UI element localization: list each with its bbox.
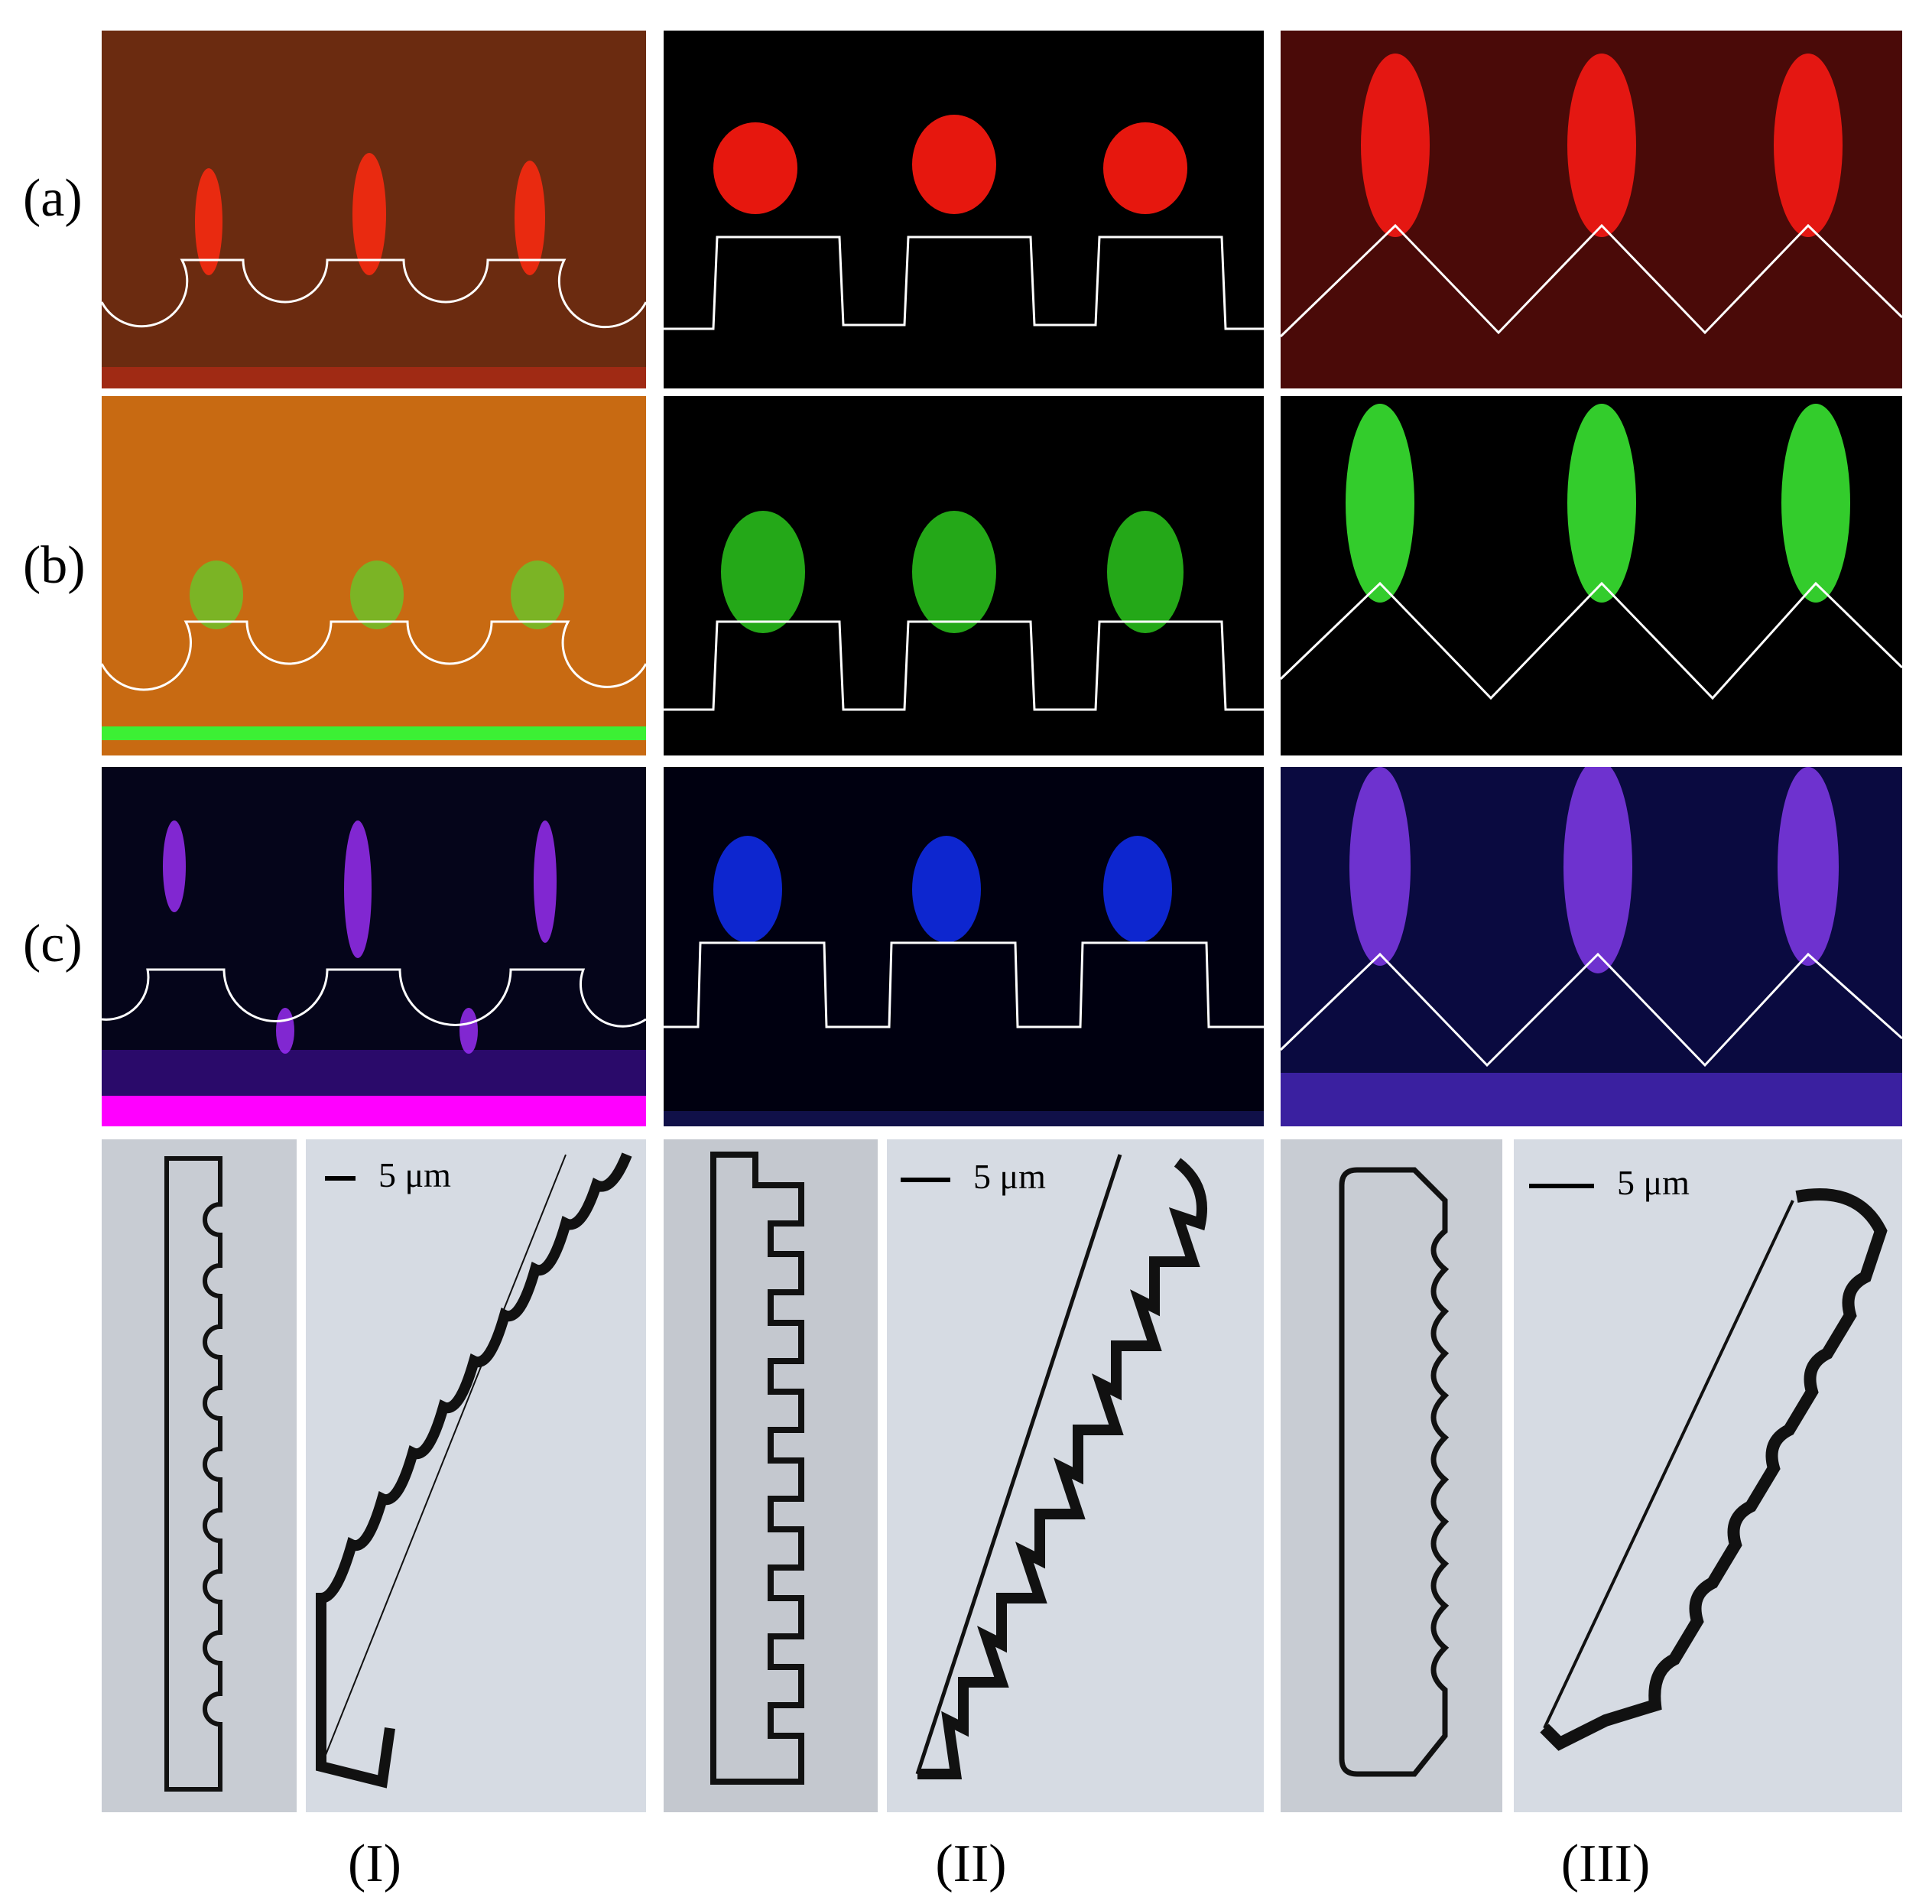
column-label-III: (III): [1560, 1834, 1651, 1893]
sem-outline: [917, 1158, 1207, 1779]
row-label-c: (c): [23, 915, 83, 973]
profile-line: [1281, 223, 1902, 338]
panel-c-III: [1281, 767, 1902, 1126]
profile-line: [102, 620, 646, 691]
signal-spot: [1349, 767, 1839, 973]
scale-bar-line: [325, 1176, 356, 1181]
sem-III-tilted: [1514, 1139, 1902, 1812]
column-label-II: (II): [935, 1834, 1007, 1893]
signal-spot: [1361, 54, 1843, 237]
profile-line: [102, 968, 646, 1028]
sem-II-topview: [664, 1139, 878, 1812]
scale-bar-II: 5 μm: [901, 1156, 1046, 1197]
scale-bar-label: 5 μm: [1617, 1163, 1690, 1202]
scale-bar-line: [901, 1178, 950, 1183]
sem-I-topview: [102, 1139, 297, 1812]
sem-outline: [316, 1152, 632, 1789]
profile-line: [102, 258, 646, 329]
column-label-I: (I): [348, 1834, 401, 1893]
sem-outline: [710, 1152, 804, 1785]
profile-line: [664, 620, 1264, 711]
signal-spot: [190, 560, 564, 629]
profile-line: [1281, 581, 1902, 700]
panel-c-I: [102, 767, 646, 1126]
scale-bar-III: 5 μm: [1529, 1162, 1690, 1203]
scale-bar-label: 5 μm: [378, 1155, 451, 1194]
signal-spot: [713, 115, 1187, 214]
signal-spot: [1346, 404, 1850, 603]
sem-outline: [1339, 1167, 1450, 1777]
row-label-b: (b): [23, 536, 86, 595]
scale-bar-I: 5 μm: [325, 1155, 451, 1195]
signal-spot: [713, 836, 1172, 943]
profile-line: [664, 941, 1264, 1028]
signal-spot: [195, 153, 545, 275]
panel-b-III: [1281, 396, 1902, 755]
panel-a-I: [102, 31, 646, 388]
signal-spot: [721, 511, 1184, 633]
sem-I-tilted: [306, 1139, 646, 1812]
sem-II-tilted: [887, 1139, 1264, 1812]
panel-b-I: [102, 396, 646, 755]
panel-c-II: [664, 767, 1264, 1126]
panel-a-II: [664, 31, 1264, 388]
profile-line: [1281, 952, 1902, 1067]
sem-outline: [1540, 1188, 1888, 1751]
row-label-a: (a): [23, 169, 83, 228]
panel-a-III: [1281, 31, 1902, 388]
profile-line: [664, 236, 1264, 330]
scale-bar-line: [1529, 1184, 1594, 1189]
signal-spot: [163, 820, 557, 1054]
sem-outline: [164, 1156, 222, 1792]
panel-b-II: [664, 396, 1264, 755]
scale-bar-label: 5 μm: [973, 1157, 1046, 1196]
sem-III-topview: [1281, 1139, 1502, 1812]
